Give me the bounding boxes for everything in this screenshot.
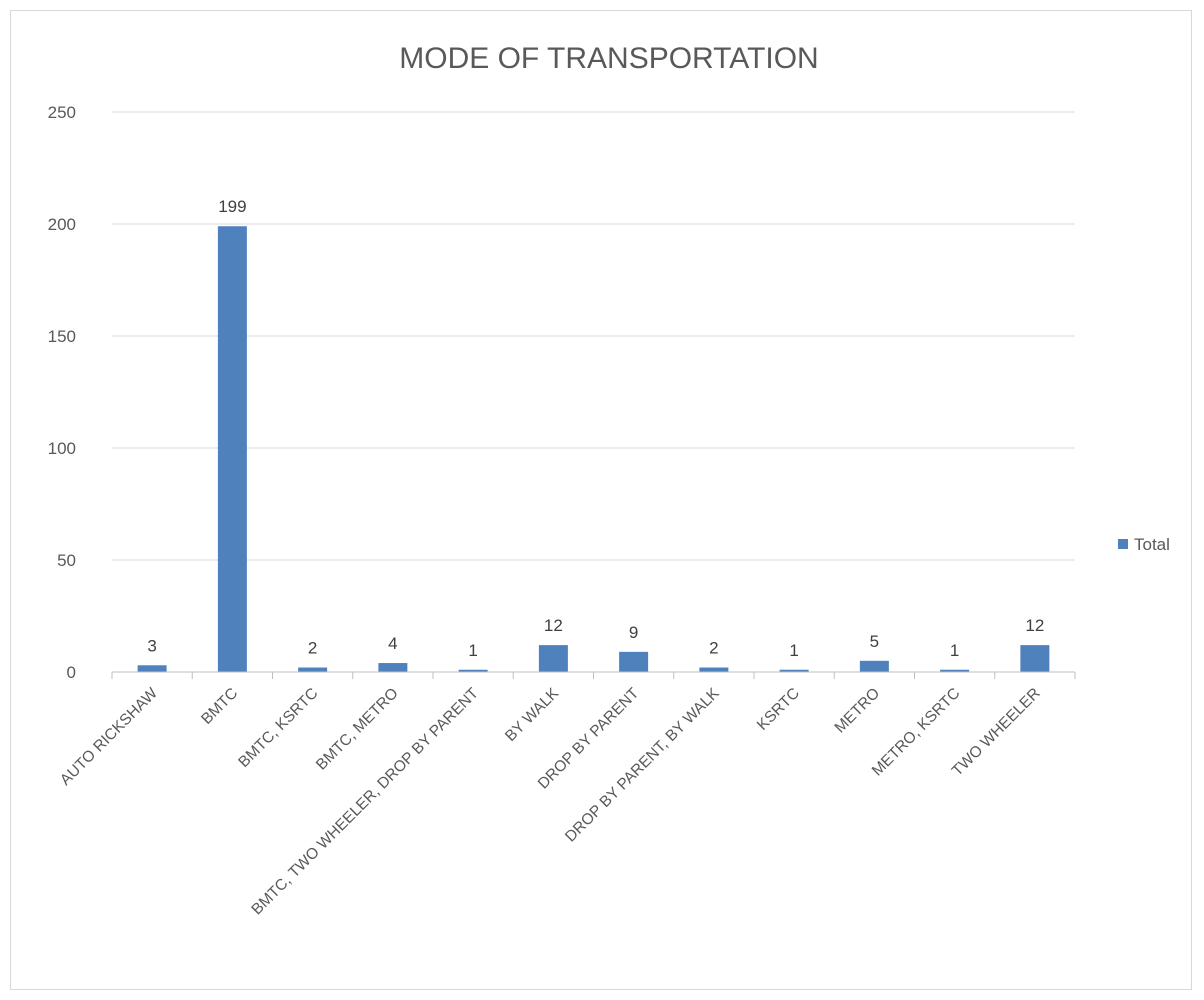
bar	[859, 660, 889, 672]
bar	[458, 669, 488, 672]
bar	[940, 669, 970, 672]
x-tick-label: BMTC, METRO	[313, 685, 402, 774]
data-label: 199	[218, 197, 246, 216]
x-tick-label: METRO	[832, 685, 884, 737]
bars	[137, 226, 1050, 673]
data-label: 3	[147, 636, 156, 655]
y-tick-label: 150	[48, 327, 76, 346]
x-tick-label: DROP BY PARENT, BY WALK	[562, 684, 723, 845]
x-tick-label: AUTO RICKSHAW	[57, 685, 161, 789]
data-label: 2	[709, 639, 718, 658]
bar	[217, 226, 247, 673]
x-tick-label: TWO WHEELER	[949, 685, 1044, 780]
data-label: 2	[308, 639, 317, 658]
data-labels: 3 199 2 4 1 12 9 2 1 5 1 12	[147, 197, 1044, 660]
bar	[538, 645, 568, 672]
bar	[378, 663, 408, 672]
data-label: 5	[870, 632, 879, 651]
bar	[619, 651, 649, 672]
y-axis: 0 50 100 150 200 250	[48, 103, 76, 682]
x-tick-label: KSRTC	[754, 685, 803, 734]
data-label: 9	[629, 623, 638, 642]
x-tick-label: BMTC, KSRTC	[235, 685, 321, 771]
y-tick-label: 250	[48, 103, 76, 122]
data-label: 1	[468, 641, 477, 660]
y-tick-label: 200	[48, 215, 76, 234]
bar	[1020, 645, 1050, 672]
gridlines	[112, 111, 1075, 561]
bar	[699, 667, 729, 672]
data-label: 12	[544, 616, 563, 635]
bar	[137, 665, 167, 672]
x-tick-label: BMTC	[198, 685, 241, 728]
legend: Total	[1118, 535, 1170, 554]
legend-swatch-total	[1118, 539, 1128, 549]
legend-label-total: Total	[1134, 535, 1170, 554]
data-label: 1	[789, 641, 798, 660]
x-tick-label: METRO, KSRTC	[869, 685, 964, 780]
chart-title: MODE OF TRANSPORTATION	[399, 42, 818, 75]
data-label: 12	[1025, 616, 1044, 635]
bar	[298, 667, 328, 672]
data-label: 4	[388, 634, 397, 653]
y-tick-label: 100	[48, 439, 76, 458]
y-tick-label: 50	[57, 551, 76, 570]
x-tick-label: BY WALK	[502, 684, 563, 745]
bar	[779, 669, 809, 672]
y-tick-label: 0	[67, 663, 76, 682]
data-label: 1	[950, 641, 959, 660]
chart-frame	[10, 10, 1192, 990]
